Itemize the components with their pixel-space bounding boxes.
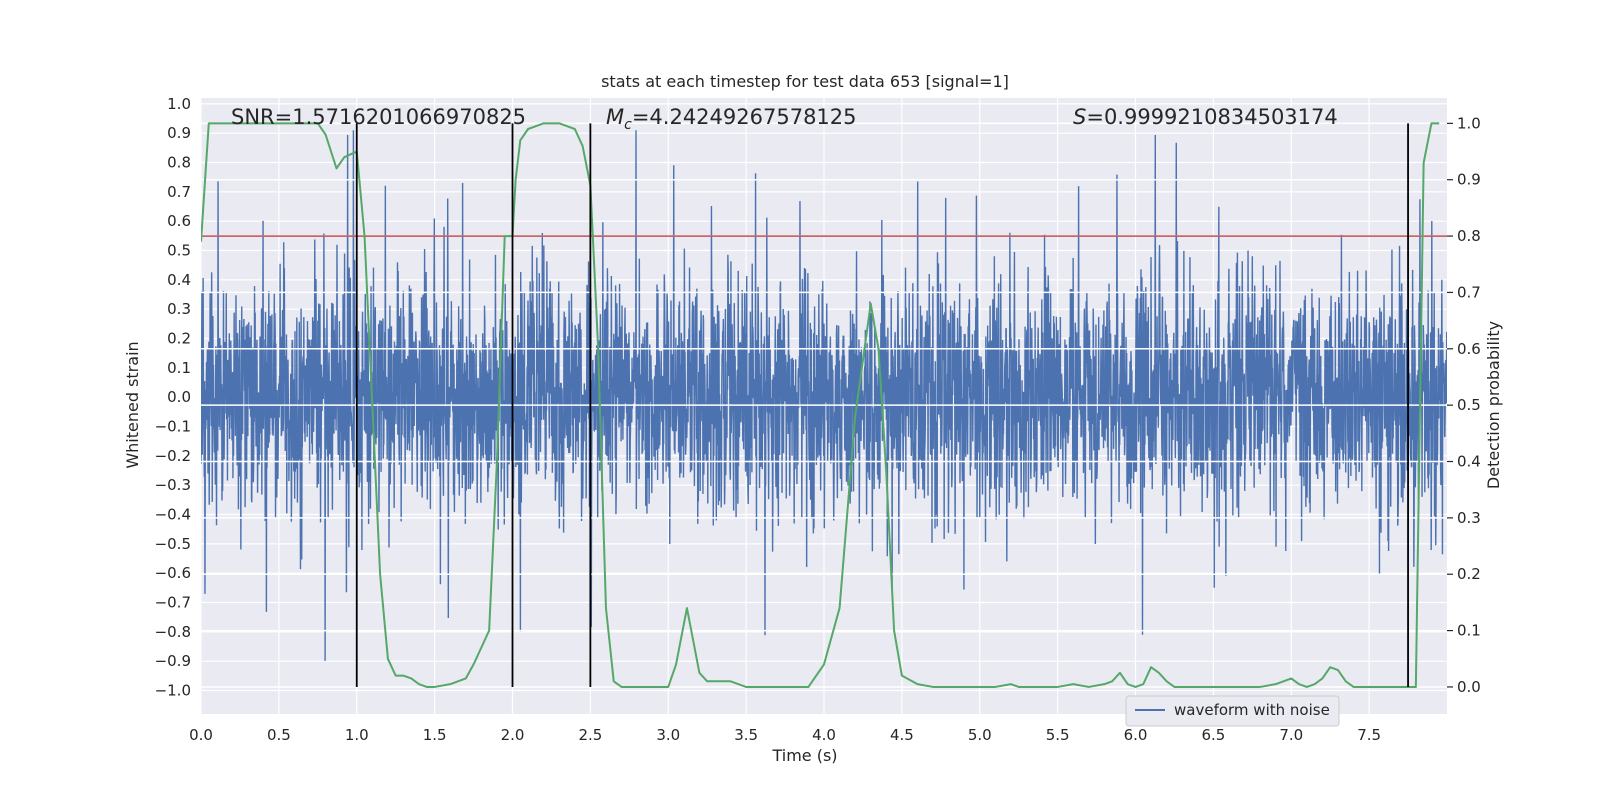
y-tick-label: −0.4 (155, 506, 191, 524)
y2-tick-label: 0.5 (1457, 396, 1481, 414)
y2-tick-label: 0.4 (1457, 453, 1481, 471)
y2-tick-label: 0.3 (1457, 509, 1481, 527)
probability-series-group (201, 122, 1440, 688)
y2-tick-label: 0.7 (1457, 283, 1481, 301)
x-tick-label: 2.0 (501, 726, 525, 744)
y-tick-label: 0.0 (167, 388, 191, 406)
score-annotation: S=0.9999210834503174 (1073, 105, 1338, 129)
y2-tick-label: 1.0 (1457, 114, 1481, 132)
chirp-mass-annotation: Mc=4.24249267578125 (606, 105, 857, 133)
y2-tick-label: 0.0 (1457, 678, 1481, 696)
y-tick-label: 0.5 (167, 242, 191, 260)
y2-axis-label: Detection probability (1484, 321, 1503, 489)
legend-label: waveform with noise (1174, 701, 1330, 719)
x-tick-label: 4.5 (890, 726, 914, 744)
y2-tick-label: 0.6 (1457, 340, 1481, 358)
x-tick-label: 0.5 (267, 726, 291, 744)
x-tick-label: 1.0 (345, 726, 369, 744)
s-value: =0.9999210834503174 (1086, 105, 1337, 129)
x-axis-ticks: 0.0 0.5 1.0 1.5 2.0 2.5 3.0 3.5 4.0 4.5 5.0 5.5 6.0 6… (189, 726, 1381, 744)
x-axis-label: Time (s) (771, 746, 837, 765)
y-tick-label: 0.1 (167, 359, 191, 377)
y-axis-label: Whitened strain (123, 341, 142, 468)
y-tick-label: −0.8 (155, 623, 191, 641)
y2-tick-label: 0.2 (1457, 565, 1481, 583)
x-tick-label: 3.5 (734, 726, 758, 744)
y-tick-label: 0.3 (167, 300, 191, 318)
y-tick-label: 0.6 (167, 212, 191, 230)
secondary-gridlines (201, 122, 1447, 688)
snr-annotation: SNR=1.5716201066970825 (231, 105, 526, 129)
y-tick-label: 0.4 (167, 271, 191, 289)
y-tick-label: 0.9 (167, 124, 191, 142)
y2-tick-label: 0.1 (1457, 622, 1481, 640)
y-tick-label: −0.6 (155, 564, 191, 582)
y-tick-label: −1.0 (155, 682, 191, 700)
y-tick-label: 0.8 (167, 154, 191, 172)
y-tick-label: 0.2 (167, 330, 191, 348)
x-tick-label: 1.5 (423, 726, 447, 744)
y-tick-label: −0.9 (155, 652, 191, 670)
x-tick-label: 3.0 (656, 726, 680, 744)
x-tick-label: 7.0 (1279, 726, 1303, 744)
y-tick-label: −0.1 (155, 418, 191, 436)
x-tick-label: 4.0 (812, 726, 836, 744)
y2-tick-label: 0.9 (1457, 171, 1481, 189)
x-tick-label: 0.0 (189, 726, 213, 744)
y-tick-label: −0.5 (155, 535, 191, 553)
legend-box (1125, 695, 1340, 727)
event-lines (355, 123, 1409, 687)
y-tick-label: 0.7 (167, 183, 191, 201)
x-tick-label: 7.5 (1357, 726, 1381, 744)
y2-tick-label: 0.8 (1457, 227, 1481, 245)
y-tick-label: −0.2 (155, 447, 191, 465)
x-tick-label: 6.0 (1124, 726, 1148, 744)
y-tick-label: −0.7 (155, 594, 191, 612)
x-tick-label: 6.5 (1201, 726, 1225, 744)
legend: waveform with noise (1125, 695, 1340, 727)
y2-axis-ticks: 1.0 0.9 0.8 0.7 0.6 0.5 0.4 0.3 0.2 0.1 0.0 (1447, 114, 1481, 696)
chart-title: stats at each timestep for test data 653… (601, 72, 1009, 91)
mc-value: =4.24249267578125 (632, 105, 857, 129)
x-tick-label: 5.5 (1046, 726, 1070, 744)
waveform-series (201, 130, 1447, 661)
y-tick-label: −0.3 (155, 476, 191, 494)
waveform-line (201, 130, 1447, 661)
mc-symbol: M (606, 105, 624, 129)
y-tick-label: 1.0 (167, 95, 191, 113)
y-axis-ticks: 1.0 0.9 0.8 0.7 0.6 0.5 0.4 0.3 0.2 0.1 0.0 −0.1 −0.… (155, 95, 191, 700)
probability-line (201, 122, 1440, 688)
s-symbol: S (1073, 105, 1086, 129)
mc-subscript: c (624, 117, 632, 133)
x-tick-label: 5.0 (968, 726, 992, 744)
x-tick-label: 2.5 (578, 726, 602, 744)
